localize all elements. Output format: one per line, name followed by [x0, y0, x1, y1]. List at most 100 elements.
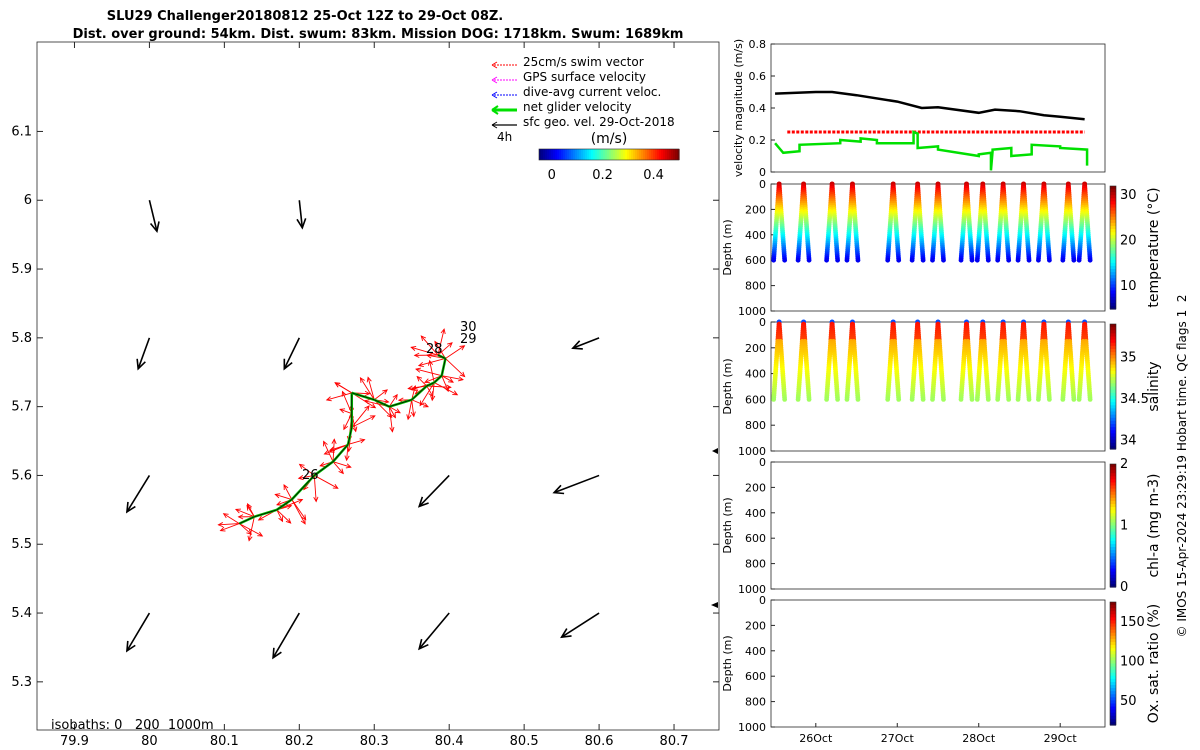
map-x-tick-label: 80.2: [285, 734, 314, 749]
profile-dot: [896, 397, 902, 402]
profile-colorbar-cell: [1110, 430, 1116, 434]
swim-vector: [441, 375, 449, 392]
profile-colorbar-tick-label: 1: [1120, 519, 1128, 534]
swim-vector-head: [222, 513, 229, 519]
colorbar-cell: [647, 149, 650, 160]
profile-colorbar-cell: [1110, 241, 1116, 246]
colorbar-cell: [639, 149, 642, 160]
profile-dot: [782, 397, 788, 402]
colorbar-tick-label: 0: [548, 168, 556, 183]
geo-vector-head: [418, 638, 429, 651]
profile-colorbar-cell: [1110, 272, 1116, 276]
colorbar-cell: [651, 149, 654, 160]
map-y-tick-label: 6: [24, 193, 32, 208]
profile-colorbar-cell: [1110, 525, 1116, 530]
colorbar-cell: [615, 149, 618, 160]
swim-vector: [434, 341, 446, 359]
track-segment-core: [374, 399, 390, 408]
profile-colorbar-cell: [1110, 290, 1116, 295]
track-segment-core: [389, 399, 412, 408]
geo-vector-head: [560, 628, 572, 639]
profile-dot: [771, 257, 777, 263]
track-segment-core: [441, 358, 446, 376]
track-segment-core: [239, 516, 255, 524]
legend-label-net-glider: net glider velocity: [523, 100, 631, 114]
swim-vector-head: [345, 463, 352, 469]
colorbar-cell: [563, 149, 566, 160]
map-y-tick-label: 5.8: [11, 331, 32, 346]
track-label-26: 26: [302, 468, 319, 483]
colorbar-cell: [629, 149, 632, 160]
swim-vector-head: [346, 446, 352, 453]
profile-dot: [855, 257, 861, 263]
profile-dot: [1071, 257, 1077, 263]
profile-colorbar-cell: [1110, 482, 1116, 487]
profile-dot: [771, 397, 777, 402]
isobaths-label: isobaths: 0 200 1000m: [51, 718, 214, 733]
map-y-tick-label: 5.9: [11, 262, 32, 277]
profile-dot: [995, 397, 1001, 402]
profile-colorbar-cell: [1110, 189, 1116, 193]
swim-vector-head: [452, 390, 459, 396]
legend-item-sfc-geo: sfc geo. vel. 29-Oct-2018: [491, 115, 675, 129]
swim-vector-head: [300, 518, 306, 525]
colorbar-cell: [597, 149, 600, 160]
profile-colorbar-cell: [1110, 562, 1116, 567]
profile-colorbar-cell: [1110, 491, 1116, 496]
swim-vector: [283, 484, 293, 500]
profile-colorbar-cell: [1110, 559, 1116, 563]
swim-vector: [416, 376, 428, 387]
profile-colorbar-cell: [1110, 213, 1116, 218]
swim-vector-head: [319, 462, 326, 467]
profile-colorbar-cell: [1110, 507, 1116, 511]
legend-item-swim: 25cm/s swim vector: [491, 55, 644, 69]
profile-panel-chla: 0 200 400 600 800 1000 Depth (m) 0 1 2 chl-a (mg m…: [721, 456, 1162, 596]
profile-colorbar-cell: [1110, 305, 1116, 310]
colorbar-cell: [613, 149, 616, 160]
profile-y-tick-label: 0: [759, 178, 766, 191]
panel-marker-2: [711, 602, 718, 608]
profile-dot: [958, 257, 964, 263]
swim-vector-head: [416, 375, 423, 382]
track-segment-core: [276, 499, 293, 511]
geo-vector-head: [149, 221, 160, 233]
speed-ylabel: velocity magnitude (m/s): [732, 39, 745, 177]
map-x-tick-label: 79.9: [60, 734, 89, 749]
map-y-tick-label: 5.6: [11, 468, 32, 483]
geo-vector: [126, 612, 151, 652]
track-segment-core: [314, 461, 334, 476]
profile-colorbar-cell: [1110, 651, 1116, 655]
profile-y-tick-label: 600: [745, 670, 766, 683]
profile-dot: [969, 257, 975, 263]
profile-y-tick-label: 200: [745, 619, 766, 632]
profile-dot: [941, 397, 946, 402]
swim-vector-head: [276, 500, 283, 506]
profile-panel-oxygen: 0 200 400 600 800 1000 Depth (m) 50 100 150 Ox. sa…: [721, 594, 1162, 745]
profile-colorbar-cell: [1110, 232, 1116, 236]
profile-dot: [920, 257, 926, 263]
colorbar-cell: [567, 149, 570, 160]
speed-y-tick-label: 0.6: [749, 70, 767, 83]
profile-colorbar-cell: [1110, 408, 1116, 413]
profile-y-tick-label: 200: [745, 203, 766, 216]
swim-vector-head: [459, 371, 466, 378]
profile-dot: [835, 397, 840, 402]
profile-colorbar-cell: [1110, 367, 1116, 372]
colorbar-cell: [605, 149, 608, 160]
swim-vector-head: [413, 352, 420, 358]
profile-colorbar-cell: [1110, 479, 1116, 484]
legend-item-gps: GPS surface velocity: [491, 70, 646, 84]
geo-vector: [572, 337, 600, 349]
colorbar-cell: [577, 149, 580, 160]
profile-colorbar-cell: [1110, 392, 1116, 397]
swim-vector-head: [415, 367, 422, 373]
profile-colorbar-cell: [1110, 550, 1116, 554]
profile-dot: [1076, 257, 1082, 263]
profile-y-tick-label: 0: [759, 456, 766, 469]
profile-dot: [1087, 257, 1093, 263]
profile-colorbar-cell: [1110, 700, 1116, 705]
profile-colorbar-cell: [1110, 402, 1116, 406]
swim-vector-head: [274, 493, 281, 499]
profile-colorbar-cell: [1110, 534, 1116, 539]
profile-y-tick-label: 800: [745, 280, 766, 293]
